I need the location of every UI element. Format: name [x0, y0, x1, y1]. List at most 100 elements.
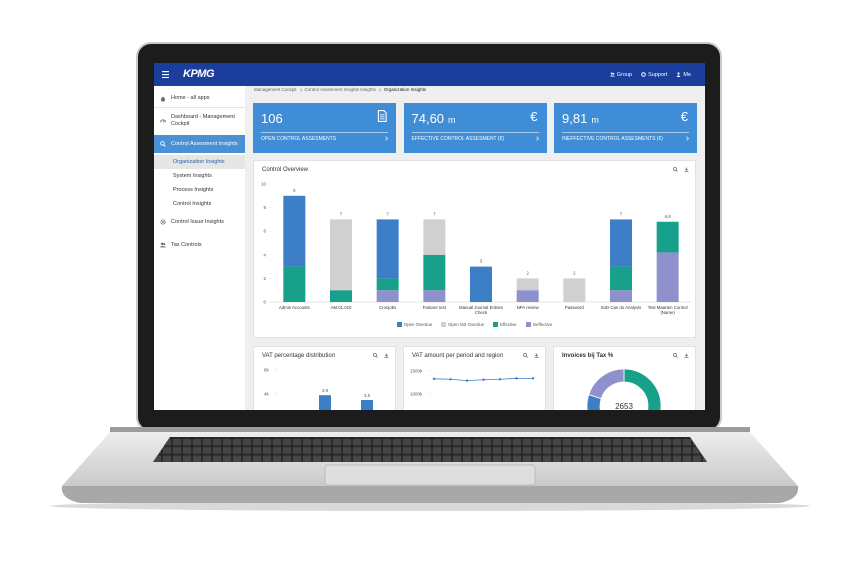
icon-part: [299, 87, 302, 92]
legend-item[interactable]: Ineffective: [525, 322, 553, 327]
legend-label: Open Not Overdue: [448, 322, 485, 327]
panel-title: Invoices bij Tax %: [562, 353, 614, 359]
icon-part: [385, 353, 388, 357]
y-tick-label: 6: [263, 229, 266, 234]
icon-part: [609, 75, 614, 77]
download-icon[interactable]: [534, 353, 539, 358]
chevron-icon: [299, 87, 302, 92]
kpi-label: INEFFECTIVE CONTROL ASSESMENTS (€): [562, 136, 663, 142]
legend-swatch: [525, 322, 531, 327]
sidebar-item[interactable]: Dashboard - Management Cockpit: [154, 108, 245, 133]
sidebar-item[interactable]: Control Assesment Insights: [154, 135, 245, 153]
bar-segment: [283, 266, 306, 302]
kpi-divider: [411, 132, 539, 133]
chart-panel: Invoices bij Tax % 2653: [553, 346, 696, 410]
icon-part: [684, 357, 689, 358]
sidebar-subitem[interactable]: System Insights: [154, 169, 245, 183]
header-link[interactable]: Support: [641, 72, 667, 78]
icon-part: [385, 136, 389, 141]
menu-icon[interactable]: [162, 71, 170, 78]
chart-panel: Control Overview 0 2 4 6 8 10 9 7 7 7 3 2 2 7 6,8 Admi…: [253, 160, 696, 338]
breadcrumb: Organization Insights: [383, 87, 427, 92]
sidebar-subitem[interactable]: Process Insights: [154, 183, 245, 197]
chart-panel: VAT percentage distribution 4k 6k 3,9 3,5: [253, 346, 396, 410]
search-icon[interactable]: [673, 353, 678, 358]
icon-part: [685, 353, 688, 357]
total-label: 2: [526, 270, 529, 275]
x-tick-label: Test Maarten Control (Name): [647, 305, 688, 315]
sidebar-subitem[interactable]: Organization Insights: [154, 155, 245, 169]
bar-segment: [330, 290, 352, 302]
legend-label: Ineffective: [532, 322, 553, 327]
legend-swatch: [396, 322, 402, 327]
header-link[interactable]: Me: [676, 72, 691, 78]
sidebar-item-label: Home - all apps: [171, 95, 210, 101]
icon-part: [160, 245, 165, 248]
search-icon[interactable]: [523, 353, 528, 358]
chart: 4k 6k 3,9 3,5: [264, 368, 373, 410]
search-icon[interactable]: [673, 167, 678, 172]
sidebar-item[interactable]: Tax Controls: [154, 235, 245, 255]
icon-part: [160, 96, 166, 101]
y-tick-label: 0: [263, 300, 266, 305]
chevron-icon: [385, 136, 389, 141]
kpi-card[interactable]: 74,60 m € EFFECTIVE CONTROL ASSESMENT (€): [403, 103, 547, 153]
chevron-icon: [535, 136, 539, 141]
icon-part: [675, 169, 678, 172]
y-tick-label: 1500k: [410, 369, 423, 374]
lifebuoy-icon: [641, 72, 646, 77]
kpi-value-box: 74,60 m: [412, 111, 456, 126]
header-link-label: Me: [683, 71, 691, 78]
bar-segment: [283, 195, 306, 267]
chart: 1000k 1500k: [410, 369, 535, 397]
legend-item[interactable]: Effective: [493, 322, 517, 327]
people-icon: [609, 72, 615, 77]
legend-label: Open Overdue: [403, 322, 433, 327]
bar-segment: [376, 219, 399, 279]
legend-item[interactable]: Open Not Overdue: [441, 322, 484, 327]
bar-segment: [516, 290, 539, 302]
base-lip: [61, 486, 799, 503]
sidebar-subitem-label: Control Insights: [173, 200, 212, 207]
bar-segment: [423, 254, 446, 291]
download-icon[interactable]: [684, 167, 689, 172]
kpi-card[interactable]: 106 OPEN CONTROL ASSESMENTS: [253, 103, 396, 153]
breadcrumb[interactable]: Control Assesment Insights Insights: [304, 87, 376, 92]
doc-icon: [377, 110, 387, 122]
people-icon: [160, 242, 166, 248]
kpi-card[interactable]: 9,81 m € INEFFECTIVE CONTROL ASSESMENTS (€): [554, 103, 697, 153]
bar: [361, 400, 373, 410]
kpi-label: EFFECTIVE CONTROL ASSESMENT (€): [411, 136, 505, 142]
kpi-value-box: 9,81 m: [562, 111, 599, 126]
sidebar-item[interactable]: Home - all apps: [154, 90, 245, 108]
sidebar-subitem-label: Process Insights: [173, 186, 214, 193]
search-icon[interactable]: [373, 353, 378, 358]
bar-segment: [563, 278, 586, 302]
legend-label: Effective: [500, 322, 517, 327]
icon-part: [525, 355, 528, 358]
chart: 0 2 4 6 8 10 9 7 7 7 3 2 2 7 6,8: [261, 182, 691, 305]
y-tick-label: 1000k: [410, 392, 423, 397]
download-icon[interactable]: [384, 353, 389, 358]
bar-segment: [656, 252, 679, 302]
icon-part: [535, 136, 539, 141]
legend-item[interactable]: Open Overdue: [396, 322, 433, 327]
kpi-value: 9,81: [562, 111, 588, 126]
header-link[interactable]: Group: [609, 72, 632, 78]
y-tick-label: 4k: [264, 392, 270, 397]
center-label: 2653: [615, 402, 633, 410]
download-icon[interactable]: [684, 353, 689, 358]
icon-part: [384, 357, 389, 358]
icon-part: [610, 72, 613, 75]
breadcrumb[interactable]: Management Cockpit: [254, 87, 297, 92]
panel-title: VAT percentage distribution: [262, 353, 336, 359]
sidebar-item[interactable]: Control Issue Insights: [154, 213, 245, 231]
sidebar-subitem[interactable]: Control Insights: [154, 197, 245, 211]
bar-segment: [610, 290, 632, 302]
icon-part: [684, 171, 689, 172]
breadcrumbs: Management Cockpit Control Assesment Insi…: [254, 87, 426, 92]
legend-swatch: [493, 322, 499, 327]
icon-part: [612, 72, 615, 75]
bar-segment: [330, 219, 352, 291]
